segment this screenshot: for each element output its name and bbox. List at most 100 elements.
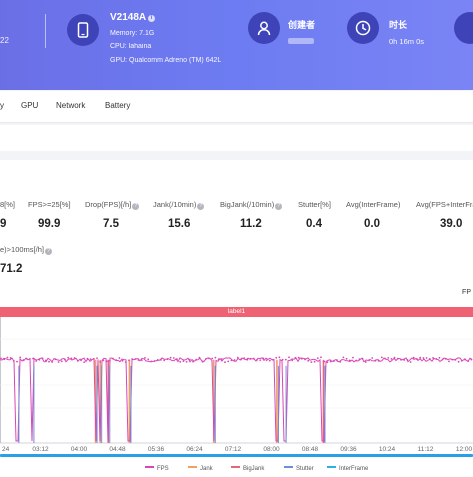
fps-point xyxy=(403,359,406,361)
x-tick-label: 08:48 xyxy=(302,446,319,453)
fps-point xyxy=(470,358,473,361)
fps-point xyxy=(35,360,38,362)
fps-point xyxy=(160,359,162,361)
fps-point xyxy=(185,361,188,363)
fps-point xyxy=(188,358,191,361)
help-icon[interactable]: ? xyxy=(197,203,205,210)
fps-point xyxy=(275,356,278,359)
fps-point xyxy=(12,360,15,362)
fps-point xyxy=(416,358,418,360)
tab-network[interactable]: Network xyxy=(56,101,86,110)
stat-label-stutter: Stutter[%] xyxy=(298,200,331,209)
phone-icon xyxy=(67,14,99,46)
fps-point xyxy=(217,358,220,360)
creator-label: 创建者 xyxy=(288,20,316,30)
fps-point xyxy=(364,361,367,363)
fps-point xyxy=(176,358,178,361)
fps-point xyxy=(390,358,393,360)
legend-label: Stutter xyxy=(296,466,314,472)
fps-point xyxy=(316,357,319,359)
tab-battery[interactable]: Battery xyxy=(105,101,131,110)
x-tick-label: 04:48 xyxy=(109,446,126,453)
device-gpu: GPU: Qualcomm Adreno (TM) 642L xyxy=(110,57,222,64)
stat-label-fps-ge-25: FPS>=25[%] xyxy=(28,200,71,209)
fps-point xyxy=(380,356,383,359)
fps-point xyxy=(48,360,50,363)
tab-memory[interactable]: y xyxy=(0,101,4,110)
legend-item-jank[interactable]: Jank xyxy=(188,466,213,472)
help-icon[interactable]: ? xyxy=(44,248,52,255)
fps-point xyxy=(169,356,172,359)
stats-panel xyxy=(0,160,473,477)
fps-point xyxy=(464,358,466,360)
fps-point xyxy=(9,357,12,359)
header-divider xyxy=(45,14,46,48)
stat-label-interframe-100ms: e)>100ms[/h]? xyxy=(0,245,52,255)
fps-point xyxy=(284,358,287,361)
chart-legend: FPS Jank BigJank Stutter InterFrame xyxy=(0,466,473,476)
x-tick-label: 05:36 xyxy=(148,446,165,453)
fps-point xyxy=(192,360,194,363)
stat-value-avg-fps-interframe: 39.0 xyxy=(440,218,463,230)
label-bar[interactable]: label1 xyxy=(0,307,473,317)
fps-point xyxy=(80,359,82,362)
duration-label: 时长 xyxy=(389,20,408,30)
x-tick-label: 12:00 xyxy=(456,446,473,453)
fps-point xyxy=(326,361,329,364)
fps-point xyxy=(230,359,233,362)
fps-point xyxy=(348,359,351,362)
x-tick-label: 04:00 xyxy=(71,446,88,453)
fps-point xyxy=(345,357,348,360)
fps-point xyxy=(224,361,226,364)
fps-point xyxy=(332,360,335,362)
legend-label: FPS xyxy=(157,466,169,472)
fps-point xyxy=(352,356,354,359)
fps-point xyxy=(32,357,34,360)
fps-point xyxy=(25,357,28,360)
user-icon xyxy=(248,12,280,44)
fps-point xyxy=(400,358,402,361)
device-cpu: CPU: lahaina xyxy=(110,43,152,50)
fps-point xyxy=(83,361,86,363)
legend-swatch xyxy=(231,466,240,468)
fps-point xyxy=(220,358,223,360)
fps-point xyxy=(195,358,198,361)
fps-point xyxy=(44,359,47,362)
info-icon[interactable]: i xyxy=(148,15,156,22)
fps-point xyxy=(227,360,230,363)
legend-item-bigjank[interactable]: BigJank xyxy=(231,466,264,472)
fps-point xyxy=(233,359,236,361)
help-icon[interactable]: ? xyxy=(132,203,140,210)
fps-point xyxy=(246,358,249,361)
fps-point xyxy=(128,359,130,362)
fps-point xyxy=(96,357,98,359)
fps-point xyxy=(182,360,185,362)
help-icon[interactable]: ? xyxy=(275,203,283,210)
fps-point xyxy=(307,359,310,362)
legend-item-stutter[interactable]: Stutter xyxy=(284,466,314,472)
fps-point xyxy=(300,357,303,360)
fps-point xyxy=(425,357,428,359)
fps-point xyxy=(249,357,252,360)
legend-item-interframe[interactable]: InterFrame xyxy=(327,466,368,472)
tab-gpu[interactable]: GPU xyxy=(21,101,39,110)
fps-point xyxy=(140,359,143,361)
fps-point xyxy=(121,359,124,362)
fps-point xyxy=(268,359,271,362)
fps-point xyxy=(460,359,463,362)
legend-label: Jank xyxy=(200,466,213,472)
fps-point xyxy=(323,360,326,363)
fps-point xyxy=(371,357,374,359)
header-date-fragment: 22 xyxy=(0,36,9,45)
legend-item-fps[interactable]: FPS xyxy=(145,466,169,472)
legend-swatch xyxy=(145,466,154,468)
duration-value: 0h 16m 0s xyxy=(389,37,425,46)
fps-chart[interactable]: 24 03:12 04:00 04:48 05:36 06:24 07:12 08:00 08:… xyxy=(0,317,473,457)
stat-label-avg-interframe: Avg(InterFrame) xyxy=(346,200,401,209)
legend-swatch xyxy=(188,466,197,468)
fps-point xyxy=(243,357,246,359)
fps-point xyxy=(256,359,258,361)
fps-point xyxy=(422,357,425,359)
fps-point xyxy=(384,357,386,360)
fps-point xyxy=(339,361,342,363)
